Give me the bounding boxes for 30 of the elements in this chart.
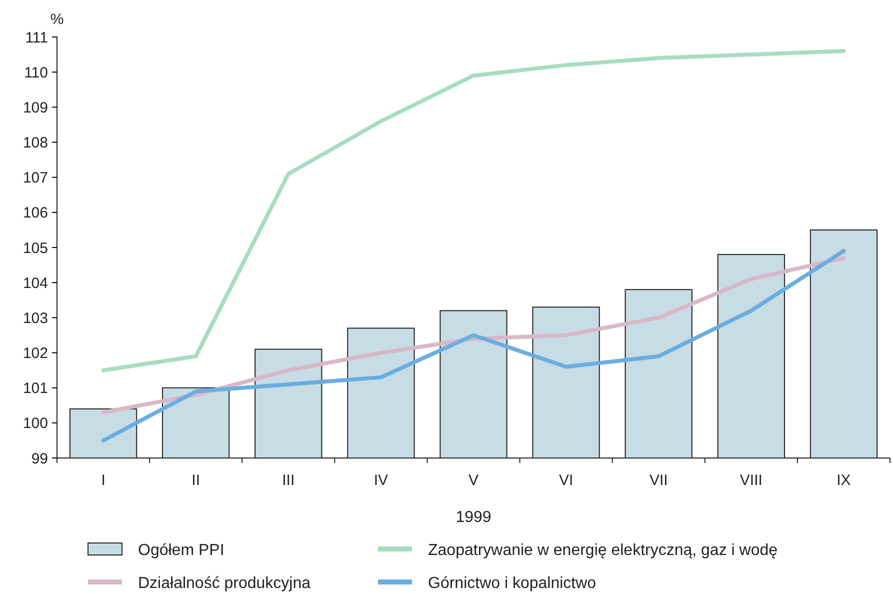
x-tick-label: II: [192, 472, 200, 489]
y-tick-label: 102: [22, 345, 48, 362]
x-tick-label: VII: [649, 472, 668, 489]
legend-label: Działalność produkcyjna: [138, 575, 311, 592]
y-tick-label: 100: [22, 415, 48, 432]
y-tick-label: 108: [22, 134, 48, 152]
x-tick-label: VI: [558, 472, 574, 489]
y-tick-label: 99: [31, 450, 48, 468]
y-tick-label: 107: [22, 170, 48, 187]
y-tick-label: 101: [22, 380, 48, 398]
y-tick-label: 111: [25, 29, 48, 46]
legend-label: Górnictwo i kopalnictwo: [428, 575, 596, 592]
line-series: [101, 49, 846, 372]
legend-label: Ogółem PPI: [138, 542, 224, 559]
y-tick-label: 106: [22, 204, 48, 222]
x-tick-label: III: [282, 472, 295, 489]
legend-label: Zaopatrywanie w energię elektryczną, gaz i wodę: [428, 542, 778, 559]
y-tick-label: 109: [22, 99, 48, 116]
line-series: [101, 249, 846, 442]
x-tick-label: V: [468, 472, 479, 489]
x-tick-label: IX: [836, 472, 851, 489]
y-tick-label: 110: [24, 64, 48, 82]
x-tick-label: VIII: [740, 472, 762, 489]
x-axis-title: 1999: [456, 509, 492, 526]
x-tick-label: IV: [374, 472, 388, 489]
y-axis-title: %: [50, 11, 64, 28]
y-tick-label: 103: [22, 310, 48, 327]
y-tick-label: 105: [22, 240, 48, 257]
y-tick-label: 104: [22, 274, 48, 292]
x-tick-label: I: [101, 472, 106, 489]
